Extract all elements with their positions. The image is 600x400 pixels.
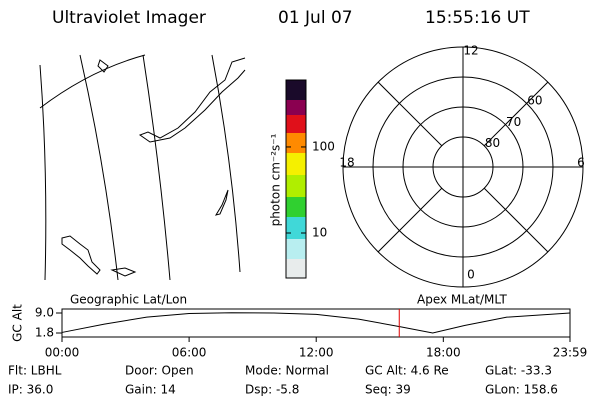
- altitude-line: [61, 312, 571, 334]
- polar-diagonal: [483, 81, 549, 147]
- altitude-right-label: Apex MLat/MLT: [417, 293, 507, 307]
- polar-lat-label: 80: [485, 136, 500, 150]
- info-field: GLon: 158.6: [485, 383, 558, 397]
- polar-mlt-label: 0: [467, 268, 475, 282]
- x-tick-label: 18:00: [426, 346, 461, 360]
- colorbar-tick-label: 100: [312, 139, 335, 153]
- polar-ring: [432, 136, 494, 198]
- polar-lat-label: 60: [527, 94, 542, 108]
- polar-diagonal: [377, 187, 443, 253]
- polar-diagonal: [377, 81, 443, 147]
- time: 15:55:16 UT: [425, 8, 530, 28]
- colorbar-label: photon cm⁻²s⁻¹: [269, 133, 283, 226]
- x-tick-label: 12:00: [299, 346, 334, 360]
- polar-ring: [402, 106, 524, 228]
- info-field: GC Alt: 4.6 Re: [365, 364, 449, 378]
- info-field: Flt: LBHL: [8, 364, 62, 378]
- y-tick-label: 9.0: [35, 306, 54, 320]
- y-tick-label: 1.8: [35, 326, 54, 340]
- altitude-frame: [61, 308, 571, 338]
- date: 01 Jul 07: [278, 8, 353, 28]
- map: [39, 54, 246, 281]
- x-tick-label: 23:59: [553, 346, 588, 360]
- x-tick-label: 00:00: [45, 346, 80, 360]
- polar-mlt-label: 6: [577, 156, 585, 170]
- polar-frame: [343, 47, 583, 287]
- info-field: Mode: Normal: [245, 364, 329, 378]
- info-field: Door: Open: [125, 364, 194, 378]
- x-tick-label: 06:00: [172, 346, 207, 360]
- polar-diagonal: [483, 187, 549, 253]
- title: Ultraviolet Imager: [52, 8, 206, 28]
- info-field: GLat: -33.3: [485, 364, 552, 378]
- info-field: Gain: 14: [125, 383, 176, 397]
- polar-lat-label: 70: [506, 115, 521, 129]
- altitude-left-label: Geographic Lat/Lon: [70, 293, 187, 307]
- info-field: Dsp: -5.8: [245, 383, 299, 397]
- info-field: IP: 36.0: [8, 383, 53, 397]
- polar-mlt-label: 18: [339, 156, 354, 170]
- polar-mlt-label: 12: [463, 44, 478, 58]
- colorbar-tick-label: 10: [312, 226, 327, 240]
- altitude-ylabel: GC Alt: [11, 304, 25, 342]
- info-field: Seq: 39: [365, 383, 411, 397]
- polar-ring: [372, 76, 554, 258]
- colorbar-scale: [285, 79, 307, 279]
- polar-outer-ring: [342, 46, 584, 288]
